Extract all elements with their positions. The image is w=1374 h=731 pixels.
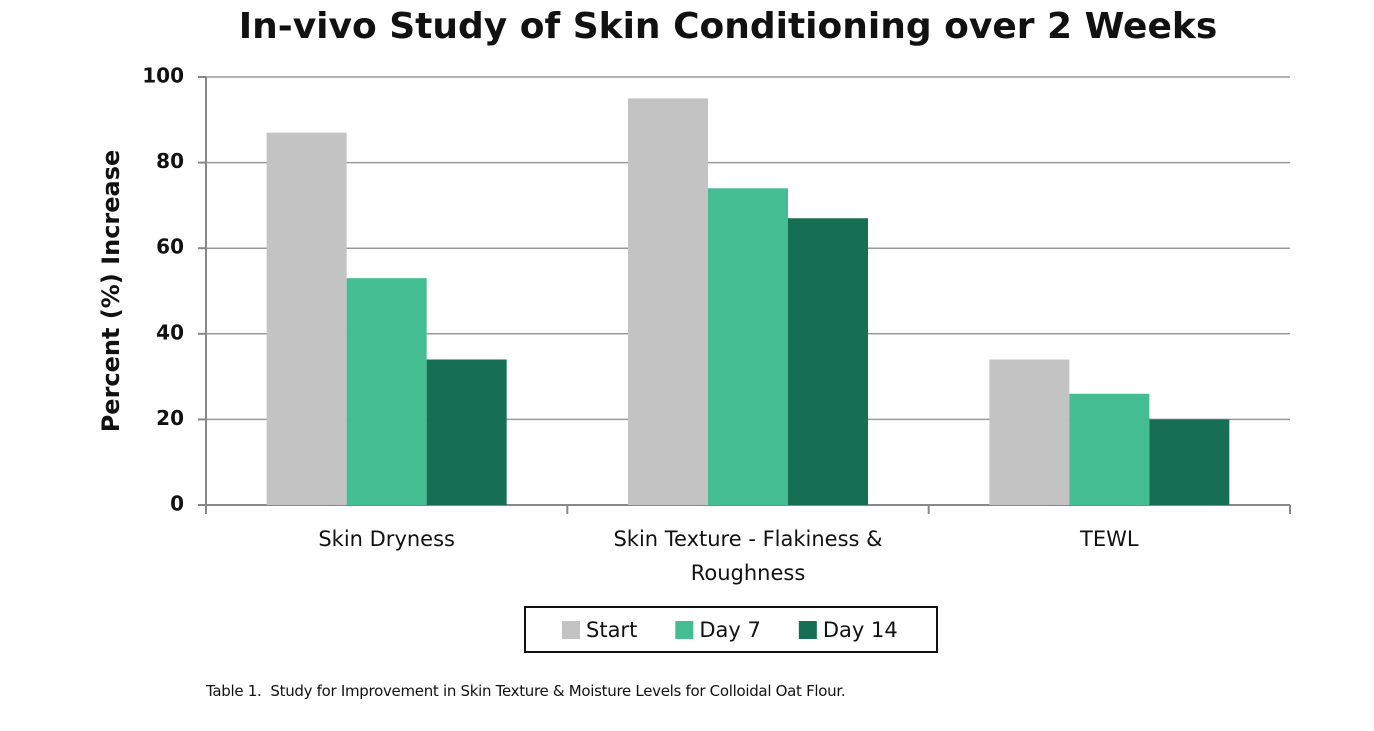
legend-swatch bbox=[562, 621, 580, 639]
y-axis-label: Percent (%) Increase bbox=[97, 150, 125, 433]
bar bbox=[989, 359, 1070, 505]
bar bbox=[1149, 419, 1230, 505]
legend-swatch bbox=[798, 621, 817, 639]
legend-label: Day 7 bbox=[699, 618, 761, 642]
y-tick-label: 40 bbox=[156, 320, 184, 344]
bar bbox=[628, 98, 708, 506]
bar bbox=[1069, 393, 1150, 505]
bar bbox=[426, 359, 507, 505]
caption: Table 1. Study for Improvement in Skin T… bbox=[206, 682, 846, 700]
bar bbox=[708, 188, 788, 505]
bar bbox=[266, 132, 347, 505]
y-tick-label: 0 bbox=[170, 492, 184, 516]
bar bbox=[788, 218, 868, 506]
x-tick-label: Skin Dryness bbox=[318, 527, 455, 551]
x-tick-label: Skin Texture - Flakiness & Roughness bbox=[613, 527, 883, 585]
legend-box bbox=[524, 606, 938, 653]
legend-swatch bbox=[675, 621, 694, 639]
y-tick-label: 20 bbox=[156, 406, 184, 430]
legend-label: Day 14 bbox=[823, 618, 898, 642]
bar bbox=[346, 278, 427, 505]
chart-title: In-vivo Study of Skin Conditioning over … bbox=[239, 6, 1218, 47]
x-tick-label: TEWL bbox=[1080, 527, 1139, 551]
y-tick-label: 80 bbox=[156, 149, 184, 173]
legend-label: Start bbox=[586, 618, 637, 642]
y-tick-label: 60 bbox=[156, 235, 184, 259]
y-tick-label: 100 bbox=[142, 64, 184, 88]
